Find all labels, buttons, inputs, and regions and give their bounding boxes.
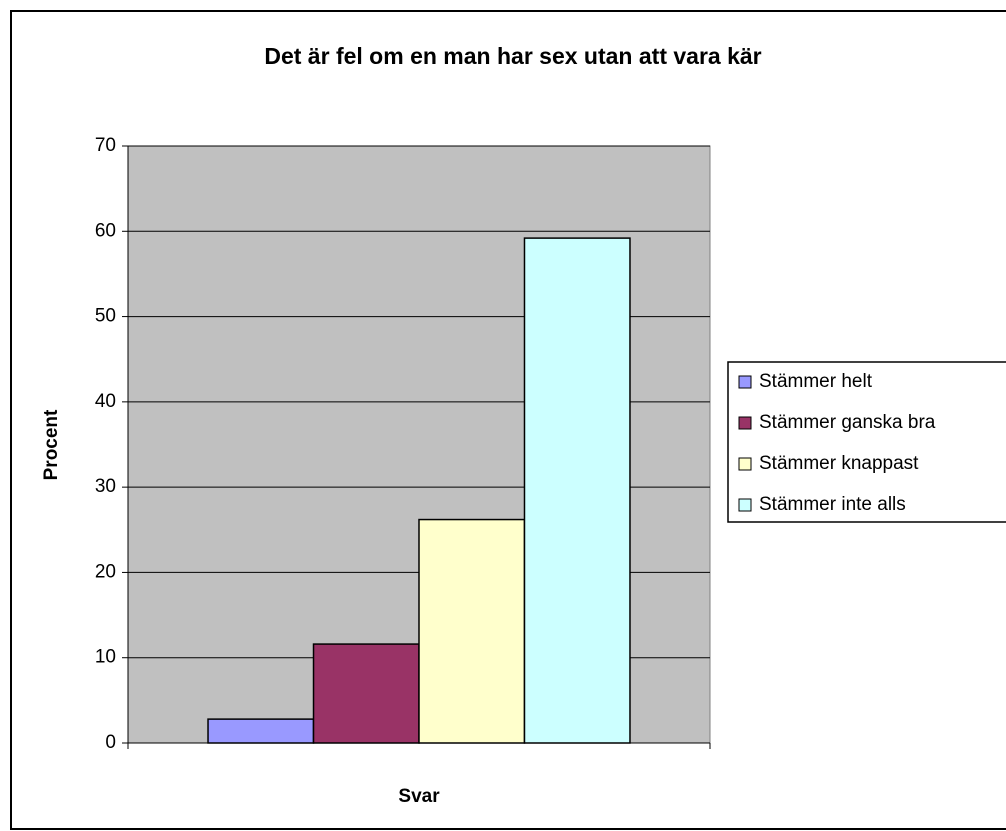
legend-label: Stämmer knappast: [759, 453, 919, 474]
legend-box: [727, 361, 1006, 523]
bar: [207, 718, 315, 744]
legend-label: Stämmer inte alls: [759, 494, 906, 515]
legend-label: Stämmer helt: [759, 371, 873, 392]
y-tick-label: 40: [95, 391, 116, 412]
y-tick-label: 50: [95, 306, 116, 327]
y-axis-label: Procent: [41, 409, 62, 480]
y-tick-label: 30: [95, 476, 116, 497]
y-tick-label: 0: [105, 732, 116, 753]
chart-title: Det är fel om en man har sex utan att va…: [264, 43, 761, 69]
y-tick-label: 70: [95, 135, 116, 156]
legend-label: Stämmer ganska bra: [759, 412, 936, 433]
x-axis-label: Svar: [398, 786, 440, 807]
y-tick-label: 60: [95, 220, 116, 241]
y-tick-label: 10: [95, 647, 116, 668]
y-tick-label: 20: [95, 561, 116, 582]
bar: [312, 643, 420, 744]
legend-swatch: [738, 416, 752, 430]
legend-swatch: [738, 375, 752, 389]
legend-swatch: [738, 498, 752, 512]
bar: [523, 237, 631, 744]
bar: [418, 518, 526, 744]
legend-swatch: [738, 457, 752, 471]
